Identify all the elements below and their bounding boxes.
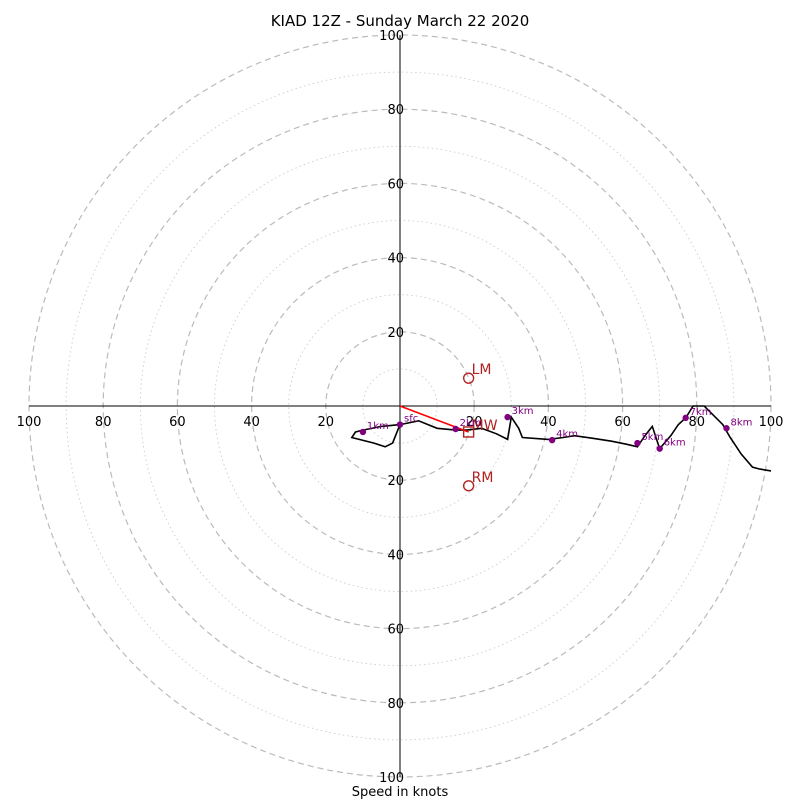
y-tick-label: 40 [387, 252, 404, 267]
height-marker [656, 445, 663, 452]
height-marker-label: sfc [404, 414, 418, 425]
right-mover-marker-label: RM [472, 470, 494, 486]
left-mover-marker-label: LM [472, 362, 492, 378]
mean-wind-marker [462, 426, 475, 438]
height-marker [723, 425, 730, 432]
height-marker-label: 1km [367, 421, 389, 432]
height-marker [682, 414, 689, 422]
hodograph-line [399, 405, 772, 472]
right-mover-marker [462, 480, 475, 492]
height-marker-label: 5km [641, 432, 663, 443]
mean-wind-label: MW [472, 418, 498, 434]
x-tick-label: 80 [689, 415, 706, 430]
x-tick-label: 40 [243, 415, 260, 430]
y-tick-label: 80 [387, 697, 404, 712]
y-tick-label: 100 [379, 29, 404, 44]
y-tick-label: 20 [387, 326, 404, 341]
y-tick-label: 80 [387, 103, 404, 118]
height-marker [548, 436, 556, 444]
height-marker-label: 4km [556, 429, 578, 440]
x-tick-label: 60 [614, 415, 631, 430]
height-marker-label: 2km [460, 418, 482, 429]
tick-labels: 100 100 80 80 60 60 40 40 20 20 20 20 40 40 60 60 80 80 10… [17, 29, 784, 786]
y-tick-label: 40 [387, 548, 404, 563]
height-marker [452, 425, 459, 433]
chart-title: KIAD 12Z - Sunday March 22 2020 [271, 12, 530, 30]
x-tick-label: 60 [169, 415, 186, 430]
x-tick-label: 20 [318, 415, 335, 430]
left-mover-marker [462, 372, 475, 384]
x-axis-label: Speed in knots [352, 785, 449, 800]
x-tick-label: 80 [95, 415, 112, 430]
y-tick-label: 60 [387, 623, 404, 638]
x-tick-label: 100 [17, 415, 42, 430]
height-marker [634, 439, 641, 447]
x-tick-label: 100 [759, 415, 784, 430]
y-tick-label: 20 [387, 474, 404, 489]
height-marker-label: 7km [690, 407, 712, 418]
storm-motion-group: RM LM MW [399, 362, 498, 492]
height-marker [396, 421, 404, 428]
hodograph-trace [350, 405, 772, 472]
height-marker [359, 428, 367, 436]
x-tick-label: 40 [540, 415, 557, 430]
height-marker-label: 8km [730, 417, 752, 428]
y-tick-label: 100 [379, 771, 404, 786]
height-marker [504, 413, 511, 421]
height-marker-label: 6km [664, 438, 686, 449]
y-tick-label: 60 [387, 177, 404, 192]
x-tick-label: 20 [466, 415, 483, 430]
height-marker-label: 3km [512, 406, 534, 417]
hodograph-line-low [350, 423, 401, 448]
